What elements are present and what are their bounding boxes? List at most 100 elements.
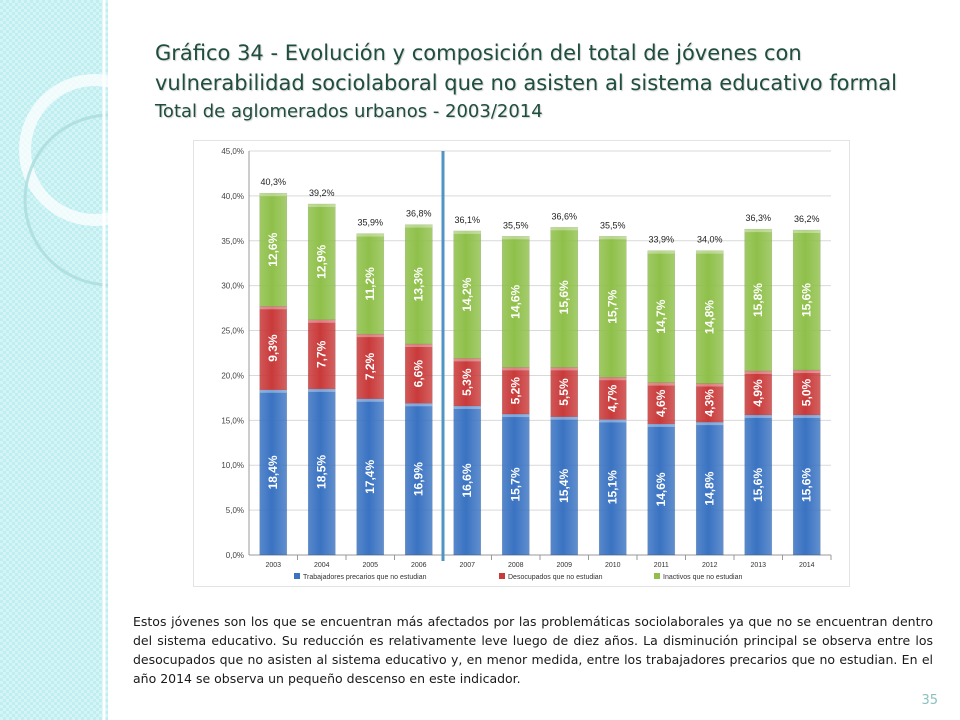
data-label: 5,5% (557, 378, 571, 406)
bar-segment (792, 369, 821, 416)
legend-label: Desocupados que no estudian (508, 574, 603, 581)
legend-swatch (294, 573, 300, 579)
x-tick-label: 2012 (702, 562, 718, 569)
bar-segment (404, 403, 433, 556)
legend-label: Trabajadores precarios que no estudian (303, 574, 427, 581)
bar-segment (259, 192, 288, 307)
data-label: 15,8% (751, 283, 765, 317)
total-label: 35,9% (357, 218, 383, 228)
x-tick-label: 2010 (605, 562, 621, 569)
x-tick-label: 2011 (654, 562, 669, 569)
bar-segment (356, 233, 385, 335)
bar-highlight (793, 230, 821, 234)
bar-segment (550, 416, 579, 556)
bar-highlight (405, 403, 433, 407)
stacked-bar-chart: 0,0% 5,0% 10,0% 15,0% 20,0% 25,0% 30,0% 35,0% 40… (221, 147, 832, 581)
data-label: 18,5% (315, 455, 329, 489)
data-label: 14,8% (703, 300, 717, 334)
data-label: 14,6% (654, 472, 668, 506)
x-tick-label: 2009 (556, 562, 572, 569)
decorative-circles (19, 0, 108, 720)
bar-highlight (599, 236, 627, 240)
data-label: 5,0% (800, 379, 814, 407)
data-label: 9,3% (266, 334, 280, 362)
total-label: 40,3% (260, 177, 286, 187)
y-tick-label: 20,0% (221, 371, 244, 380)
bar-segment (598, 419, 627, 556)
data-label: 15,7% (606, 289, 620, 323)
y-tick-label: 35,0% (221, 237, 244, 246)
y-tick-label: 40,0% (221, 192, 244, 201)
data-label: 5,2% (509, 377, 523, 405)
data-label: 15,6% (751, 468, 765, 502)
x-tick-label: 2007 (459, 562, 475, 569)
bar-highlight (259, 389, 287, 393)
total-label: 36,3% (745, 213, 771, 223)
bar-segment (453, 230, 482, 359)
data-label: 4,6% (654, 389, 668, 417)
description-paragraph: Estos jóvenes son los que se encuentran … (133, 614, 933, 686)
bar-highlight (599, 419, 627, 423)
page-number: 35 (921, 693, 938, 708)
data-label: 4,3% (703, 389, 717, 417)
bar-highlight (259, 193, 287, 197)
bar-highlight (696, 422, 724, 426)
data-label: 11,2% (363, 267, 377, 301)
x-tick-label: 2006 (411, 562, 427, 569)
y-tick-label: 25,0% (221, 327, 244, 336)
chart-subtitle: Total de aglomerados urbanos - 2003/2014 (155, 101, 543, 122)
bar-highlight (405, 224, 433, 228)
bar-segment (647, 423, 676, 556)
bar-highlight (696, 383, 724, 387)
y-tick-label: 0,0% (226, 551, 244, 560)
bar-segment (501, 236, 530, 368)
data-label: 15,6% (800, 468, 814, 502)
data-label: 7,7% (315, 340, 329, 368)
bar-segment (792, 229, 821, 371)
bar-highlight (647, 423, 675, 427)
x-tick-label: 2008 (508, 562, 524, 569)
legend-swatch (654, 573, 660, 579)
total-label: 35,5% (503, 220, 529, 230)
total-label: 36,8% (406, 209, 432, 219)
x-tick-label: 2004 (314, 562, 330, 569)
slide-title: Gráfico 34 - Evolución y composición del… (155, 38, 935, 124)
data-label: 7,2% (363, 352, 377, 380)
bar-highlight (550, 227, 578, 231)
bar-highlight (550, 416, 578, 420)
data-label: 4,9% (751, 379, 765, 407)
data-label: 13,3% (412, 267, 426, 301)
bar-segment (501, 413, 530, 556)
bar-segment (259, 389, 288, 556)
bar-highlight (793, 414, 821, 418)
total-label: 34,0% (697, 235, 723, 245)
data-label: 15,4% (557, 469, 571, 503)
bar-highlight (502, 367, 530, 371)
chart-container: 0,0% 5,0% 10,0% 15,0% 20,0% 25,0% 30,0% 35,0% 40… (193, 140, 850, 587)
bar-segment (356, 333, 385, 400)
bar-highlight (793, 370, 821, 374)
bar-segment (647, 382, 676, 425)
bar-segment (501, 367, 530, 415)
x-tick-label: 2013 (750, 562, 766, 569)
data-label: 15,1% (606, 470, 620, 504)
bar-segment (404, 224, 433, 345)
bar-highlight (356, 334, 384, 338)
bar-segment (550, 367, 579, 417)
bar-highlight (453, 405, 481, 409)
bar-segment (744, 228, 773, 372)
bar-segment (453, 358, 482, 407)
data-label: 14,2% (460, 277, 474, 311)
data-label: 4,7% (606, 384, 620, 412)
y-tick-label: 15,0% (221, 416, 244, 425)
x-tick-label: 2014 (799, 562, 815, 569)
chart-title: Gráfico 34 - Evolución y composición del… (155, 41, 897, 95)
bar-segment (307, 203, 336, 321)
data-label: 15,7% (509, 467, 523, 501)
decorative-side-panel (0, 0, 108, 720)
data-label: 6,6% (412, 360, 426, 388)
bar-segment (453, 405, 482, 556)
bar-segment (695, 250, 724, 384)
bar-segment (307, 319, 336, 390)
total-label: 36,6% (551, 211, 577, 221)
